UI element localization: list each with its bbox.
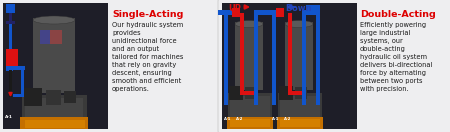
Bar: [235, 22, 263, 90]
Bar: [6, 21, 15, 24]
Bar: [279, 86, 293, 100]
Text: A-2: A-2: [236, 117, 243, 121]
Bar: [13, 94, 24, 97]
Bar: [272, 10, 276, 105]
Bar: [285, 22, 313, 90]
Bar: [288, 91, 302, 95]
Bar: [278, 93, 322, 127]
Bar: [9, 70, 12, 97]
Bar: [40, 30, 50, 44]
Bar: [9, 13, 12, 21]
Text: UP: UP: [228, 4, 241, 13]
Bar: [25, 98, 83, 123]
Bar: [316, 5, 320, 105]
Bar: [266, 10, 282, 15]
Ellipse shape: [235, 20, 263, 27]
Bar: [6, 4, 15, 13]
Bar: [3, 3, 108, 129]
Bar: [254, 10, 270, 15]
Bar: [254, 10, 258, 105]
Bar: [9, 24, 12, 49]
Text: Efficiently powering
large industrial
systems, our
double-acting
hydraulic oil s: Efficiently powering large industrial sy…: [360, 22, 432, 92]
Bar: [232, 8, 240, 17]
Bar: [64, 91, 76, 103]
Bar: [222, 3, 357, 129]
Bar: [21, 66, 24, 94]
Bar: [277, 117, 323, 129]
Bar: [229, 86, 243, 100]
Text: A-1: A-1: [224, 117, 231, 121]
Bar: [302, 10, 316, 15]
Bar: [240, 13, 244, 95]
Bar: [230, 119, 270, 127]
Bar: [20, 117, 88, 129]
Bar: [33, 18, 75, 93]
Bar: [6, 66, 13, 71]
Bar: [230, 96, 270, 121]
Bar: [227, 117, 273, 129]
Bar: [280, 96, 320, 121]
Text: Single-Acting: Single-Acting: [112, 10, 184, 19]
Bar: [40, 30, 62, 44]
Ellipse shape: [285, 20, 313, 27]
Bar: [280, 119, 320, 127]
Bar: [25, 120, 85, 128]
Bar: [276, 8, 284, 17]
Bar: [245, 87, 257, 99]
FancyBboxPatch shape: [218, 0, 450, 132]
Text: Double-Acting: Double-Acting: [360, 10, 436, 19]
Bar: [240, 91, 254, 95]
Bar: [13, 66, 25, 70]
Text: Down: Down: [285, 4, 311, 13]
FancyBboxPatch shape: [0, 0, 219, 132]
Bar: [228, 93, 272, 127]
Bar: [295, 87, 307, 99]
Bar: [46, 90, 61, 105]
Bar: [306, 5, 320, 10]
Bar: [218, 10, 234, 15]
Text: A-1: A-1: [5, 115, 13, 119]
Bar: [224, 10, 228, 105]
Bar: [22, 95, 87, 127]
Bar: [6, 49, 18, 66]
Text: Our hydraulic system
provides
unidirectional force
and an output
tailored for ma: Our hydraulic system provides unidirecti…: [112, 22, 184, 92]
Text: A-2: A-2: [284, 117, 292, 121]
Text: A-1: A-1: [272, 117, 279, 121]
Bar: [288, 13, 292, 95]
Bar: [24, 88, 42, 106]
Ellipse shape: [33, 16, 75, 24]
Bar: [302, 10, 306, 105]
